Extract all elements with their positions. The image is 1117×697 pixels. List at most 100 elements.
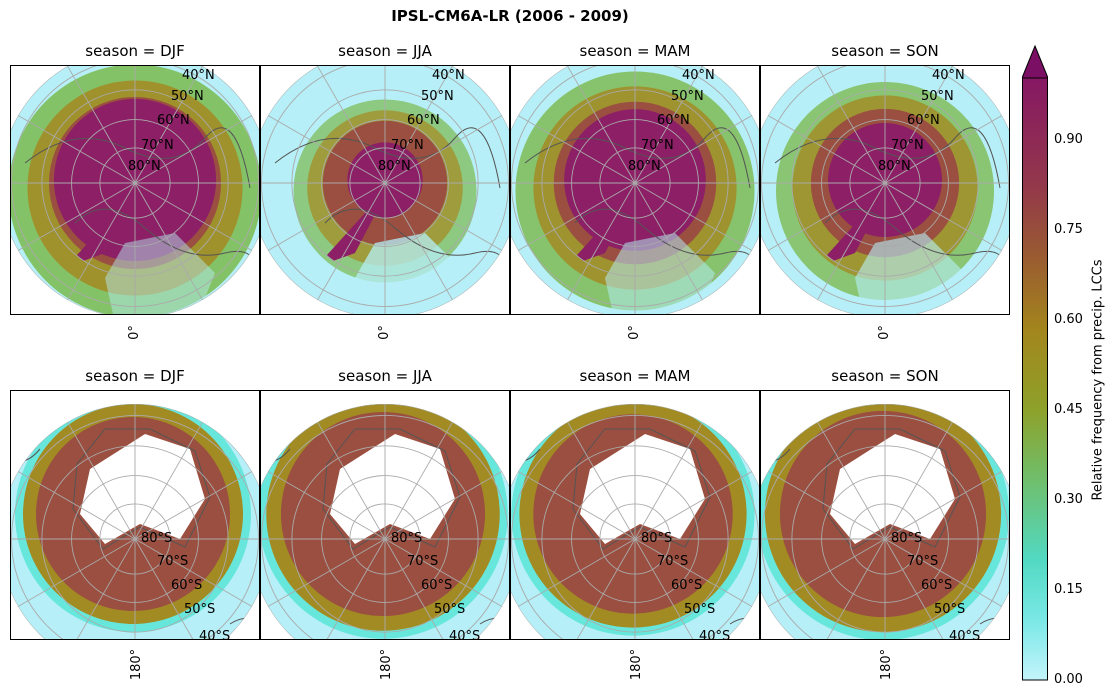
meridian-line — [634, 471, 753, 540]
latitude-label: 40°N — [182, 68, 215, 83]
map-layer — [11, 66, 259, 314]
latitude-label: 50°N — [171, 89, 204, 104]
coastline — [274, 127, 501, 189]
latitude-label: 40°S — [949, 629, 981, 640]
meridian-line — [17, 182, 136, 251]
meridian-line — [17, 538, 136, 607]
meridian-line — [634, 538, 703, 639]
latitude-label: 70°N — [641, 138, 674, 153]
map-svg — [261, 404, 509, 639]
antarctic-coastline — [72, 428, 211, 550]
panel-title-south-djf: season = DJF — [85, 367, 185, 385]
meridian-line — [884, 471, 1003, 540]
map-svg — [11, 404, 259, 639]
latitude-label: 70°N — [391, 138, 424, 153]
colorbar-label: Relative frequency from precip. LCCs — [1090, 259, 1106, 501]
latitude-label: 50°N — [421, 89, 454, 104]
meridian-line — [317, 538, 386, 639]
latitude-label: 40°N — [682, 68, 715, 83]
latitude-label: 50°S — [434, 602, 466, 617]
map-layer — [761, 404, 1009, 639]
map-layer — [11, 404, 259, 639]
colorbar-tick-label: 0.15 — [1054, 582, 1083, 597]
meridian-line — [817, 421, 886, 540]
meridian-line — [767, 538, 886, 607]
meridian-line — [384, 538, 453, 639]
map-svg — [761, 66, 1009, 314]
meridian-line — [267, 538, 386, 607]
meridian-line — [134, 538, 253, 607]
meridian-line — [817, 538, 886, 639]
latitude-label: 40°S — [449, 629, 481, 640]
lon-label: 180° — [629, 648, 645, 681]
meridian-line — [17, 471, 136, 540]
latitude-label: 50°N — [671, 89, 704, 104]
meridian-line — [884, 182, 953, 301]
meridian-line — [384, 115, 503, 184]
latitude-label: 80°N — [378, 159, 411, 174]
meridian-line — [817, 182, 886, 301]
coastline — [774, 127, 1001, 189]
latitude-label: 70°S — [907, 554, 939, 569]
panel-title-north-jja: season = JJA — [338, 42, 432, 60]
lon-label: 0° — [376, 325, 392, 340]
lon-label: 180° — [379, 648, 395, 681]
lon-label: 0° — [876, 325, 892, 340]
low-frequency-region — [605, 233, 715, 314]
antarctic-coastline — [322, 428, 461, 550]
latitude-label: 60°S — [171, 578, 203, 593]
figure-title: IPSL-CM6A-LR (2006 - 2009) — [391, 7, 629, 25]
meridian-line — [767, 115, 886, 184]
map-layer — [261, 404, 509, 639]
map-panel-south-son: 80°S 70°S 60°S 50°S 40°S — [760, 390, 1010, 640]
latitude-label: 80°S — [391, 531, 423, 546]
meridian-line — [817, 66, 886, 184]
colorbar-tick-label: 0.30 — [1054, 492, 1083, 507]
meridian-line — [134, 182, 203, 301]
greenland-maximum — [827, 211, 877, 261]
meridian-line — [67, 421, 136, 540]
latitude-label: 60°N — [407, 113, 440, 128]
meridian-line — [517, 115, 636, 184]
map-svg — [511, 66, 759, 314]
colorbar — [1022, 45, 1048, 681]
meridian-line — [67, 182, 136, 301]
map-svg — [761, 404, 1009, 639]
latitude-label: 50°N — [921, 89, 954, 104]
antarctic-coastline — [822, 428, 961, 550]
meridian-line — [384, 538, 503, 607]
latitude-label: 60°N — [657, 113, 690, 128]
meridian-line — [517, 538, 636, 607]
meridian-line — [317, 182, 386, 301]
panel-title-south-mam: season = MAM — [579, 367, 691, 385]
lon-label: 180° — [129, 648, 145, 681]
meridian-line — [884, 182, 1003, 251]
meridian-line — [134, 115, 253, 184]
colorbar-tick-label: 0.90 — [1054, 132, 1083, 147]
coastline — [524, 127, 751, 189]
map-panel-north-mam: 40°N 50°N 60°N 70°N 80°N — [510, 65, 760, 315]
latitude-label: 60°S — [671, 578, 703, 593]
colorbar-tick-label: 0.75 — [1054, 222, 1083, 237]
meridian-line — [134, 182, 253, 251]
map-panel-north-djf: 40°N 50°N 60°N 70°N 80°N — [10, 65, 260, 315]
meridian-line — [567, 421, 636, 540]
latitude-label: 40°S — [699, 629, 731, 640]
meridian-line — [634, 182, 703, 301]
meridian-line — [384, 66, 453, 184]
latitude-label: 80°S — [891, 531, 923, 546]
latitude-label: 60°N — [907, 113, 940, 128]
latitude-label: 60°N — [157, 113, 190, 128]
panel-title-north-mam: season = MAM — [579, 42, 691, 60]
latitude-label: 70°S — [157, 554, 189, 569]
meridian-line — [634, 538, 753, 607]
greenland-maximum — [77, 211, 127, 261]
meridian-line — [884, 66, 953, 184]
meridian-line — [134, 66, 203, 184]
meridian-line — [267, 471, 386, 540]
meridian-line — [67, 66, 136, 184]
latitude-label: 50°S — [934, 602, 966, 617]
latitude-label: 50°S — [184, 602, 216, 617]
panel-title-south-son: season = SON — [831, 367, 939, 385]
meridian-line — [517, 182, 636, 251]
